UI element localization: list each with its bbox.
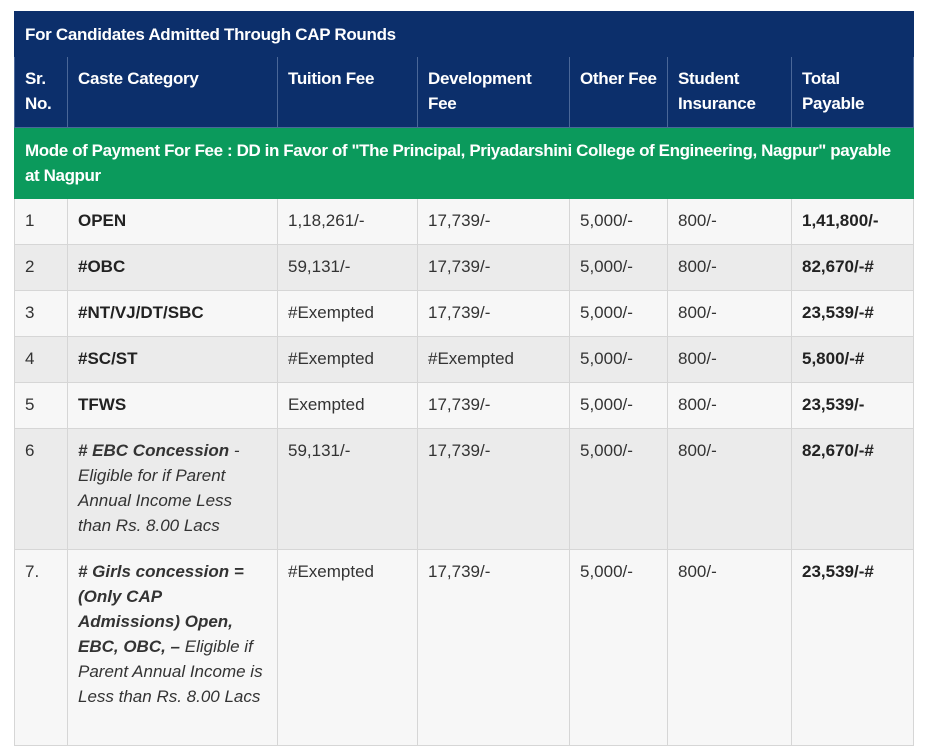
cell-development: 17,739/- [417, 244, 570, 291]
cell-sr: 3 [14, 290, 68, 337]
category-main-text: # EBC Concession [78, 441, 230, 460]
cell-total: 23,539/-# [790, 549, 915, 746]
cell-other: 5,000/- [569, 336, 668, 383]
fee-table: For Candidates Admitted Through CAP Roun… [13, 11, 915, 746]
cell-insurance: 800/- [667, 382, 792, 429]
cell-tuition: 59,131/- [277, 428, 418, 550]
cell-development: 17,739/- [417, 428, 570, 550]
cell-development: 17,739/- [417, 290, 570, 337]
table-row: 2 #OBC 59,131/- 17,739/- 5,000/- 800/- 8… [14, 244, 915, 291]
cell-category: #SC/ST [67, 336, 278, 383]
cell-sr: 4 [14, 336, 68, 383]
cell-insurance: 800/- [667, 428, 792, 550]
header-category: Caste Category [67, 56, 278, 128]
cell-category: TFWS [67, 382, 278, 429]
cell-total: 23,539/-# [790, 290, 915, 337]
cell-insurance: 800/- [667, 336, 792, 383]
cell-other: 5,000/- [569, 428, 668, 550]
cell-tuition: 59,131/- [277, 244, 418, 291]
header-other: Other Fee [569, 56, 668, 128]
table-header-row: Sr. No. Caste Category Tuition Fee Devel… [14, 56, 915, 128]
cell-development: 17,739/- [417, 198, 570, 245]
header-sr-no: Sr. No. [14, 56, 68, 128]
cell-total: 82,670/-# [790, 244, 915, 291]
cell-tuition: 1,18,261/- [277, 198, 418, 245]
cell-other: 5,000/- [569, 382, 668, 429]
cell-category: # Girls concession = (Only CAP Admission… [67, 549, 278, 746]
cell-sr: 1 [14, 198, 68, 245]
table-row: 3 #NT/VJ/DT/SBC #Exempted 17,739/- 5,000… [14, 290, 915, 337]
cell-development: #Exempted [417, 336, 570, 383]
cell-tuition: #Exempted [277, 290, 418, 337]
header-total: Total Payable [790, 56, 915, 128]
cell-tuition: #Exempted [277, 336, 418, 383]
cell-insurance: 800/- [667, 549, 792, 746]
cell-tuition: #Exempted [277, 549, 418, 746]
category-note-text: - Eligible for if Parent Annual Income L… [78, 441, 240, 535]
table-row: 1 OPEN 1,18,261/- 17,739/- 5,000/- 800/-… [14, 198, 915, 245]
cell-category: # EBC Concession - Eligible for if Paren… [67, 428, 278, 550]
cell-category: #NT/VJ/DT/SBC [67, 290, 278, 337]
cell-sr: 5 [14, 382, 68, 429]
cell-total: 23,539/- [790, 382, 915, 429]
header-insurance: Student Insurance [667, 56, 792, 128]
cell-other: 5,000/- [569, 244, 668, 291]
cell-other: 5,000/- [569, 198, 668, 245]
table-row: 5 TFWS Exempted 17,739/- 5,000/- 800/- 2… [14, 382, 915, 429]
cell-sr: 7. [14, 549, 68, 746]
table-row: 7. # Girls concession = (Only CAP Admiss… [14, 549, 915, 746]
cell-insurance: 800/- [667, 244, 792, 291]
fee-structure-container: For Candidates Admitted Through CAP Roun… [13, 11, 915, 746]
table-title: For Candidates Admitted Through CAP Roun… [13, 11, 915, 57]
cell-development: 17,739/- [417, 382, 570, 429]
cell-development: 17,739/- [417, 549, 570, 746]
cell-other: 5,000/- [569, 549, 668, 746]
header-tuition: Tuition Fee [277, 56, 418, 128]
cell-category: #OBC [67, 244, 278, 291]
category-main-text: # Girls concession = (Only CAP Admission… [78, 562, 244, 656]
cell-total: 82,670/-# [790, 428, 915, 550]
cell-other: 5,000/- [569, 290, 668, 337]
cell-insurance: 800/- [667, 290, 792, 337]
cell-insurance: 800/- [667, 198, 792, 245]
cell-tuition: Exempted [277, 382, 418, 429]
cell-total: 5,800/-# [790, 336, 915, 383]
cell-sr: 6 [14, 428, 68, 550]
cell-total: 1,41,800/- [790, 198, 915, 245]
category-note-text: Eligible if Parent Annual Income is Less… [78, 637, 263, 706]
cell-sr: 2 [14, 244, 68, 291]
payment-mode-banner: Mode of Payment For Fee : DD in Favor of… [13, 127, 915, 199]
cell-category: OPEN [67, 198, 278, 245]
header-development: Development Fee [417, 56, 570, 128]
table-row: 6 # EBC Concession - Eligible for if Par… [14, 428, 915, 550]
table-row: 4 #SC/ST #Exempted #Exempted 5,000/- 800… [14, 336, 915, 383]
